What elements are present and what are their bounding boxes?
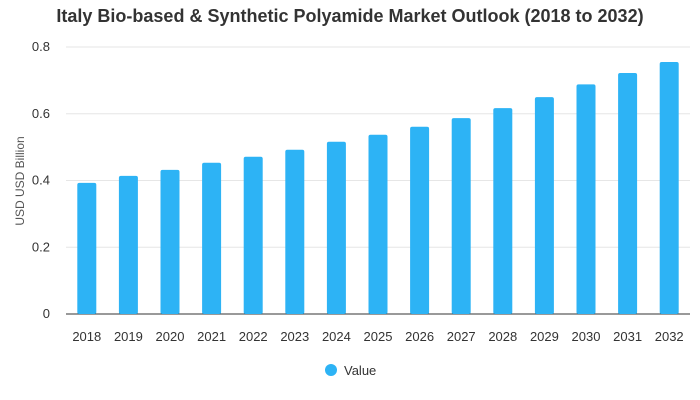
y-tick-label: 0.4 <box>32 173 50 188</box>
x-tick-label: 2020 <box>156 329 185 344</box>
x-tick-label: 2024 <box>322 329 351 344</box>
x-tick-label: 2028 <box>488 329 517 344</box>
bar-2032[interactable] <box>659 62 679 314</box>
x-tick-label: 2023 <box>280 329 309 344</box>
bar-2022[interactable] <box>243 156 263 314</box>
x-tick-label: 2029 <box>530 329 559 344</box>
bar-2019[interactable] <box>118 175 138 314</box>
x-tick-label: 2031 <box>613 329 642 344</box>
bar-2025[interactable] <box>368 134 388 314</box>
x-tick-label: 2032 <box>655 329 684 344</box>
chart-title: Italy Bio-based & Synthetic Polyamide Ma… <box>56 6 644 26</box>
x-tick-label: 2027 <box>447 329 476 344</box>
legend[interactable]: Value <box>325 363 376 378</box>
y-tick-label: 0.2 <box>32 239 50 254</box>
legend-swatch <box>325 364 337 376</box>
bar-2029[interactable] <box>534 97 554 314</box>
x-tick-label: 2018 <box>72 329 101 344</box>
x-tick-label: 2026 <box>405 329 434 344</box>
legend-label: Value <box>344 363 376 378</box>
bar-2028[interactable] <box>493 108 513 314</box>
x-tick-label: 2030 <box>572 329 601 344</box>
bar-2027[interactable] <box>451 118 471 315</box>
x-tick-label: 2021 <box>197 329 226 344</box>
x-tick-label: 2022 <box>239 329 268 344</box>
bar-2023[interactable] <box>285 149 305 314</box>
y-tick-label: 0.8 <box>32 39 50 54</box>
bar-2026[interactable] <box>410 126 430 314</box>
y-tick-label: 0.6 <box>32 106 50 121</box>
bar-2024[interactable] <box>326 141 346 314</box>
y-tick-label: 0 <box>43 306 50 321</box>
bars <box>77 62 679 315</box>
x-axis-ticks: 2018 2019 2020 2021 2022 2023 2024 2025 2026 2027… <box>72 329 683 344</box>
bar-2031[interactable] <box>618 73 638 314</box>
bar-2018[interactable] <box>77 182 97 314</box>
y-axis-label: USD USD Billion <box>13 136 27 225</box>
bar-2021[interactable] <box>202 162 222 314</box>
x-tick-label: 2025 <box>364 329 393 344</box>
bar-2020[interactable] <box>160 169 180 314</box>
x-tick-label: 2019 <box>114 329 143 344</box>
bar-2030[interactable] <box>576 84 596 314</box>
y-axis-ticks: 0 0.2 0.4 0.6 0.8 <box>32 39 50 321</box>
